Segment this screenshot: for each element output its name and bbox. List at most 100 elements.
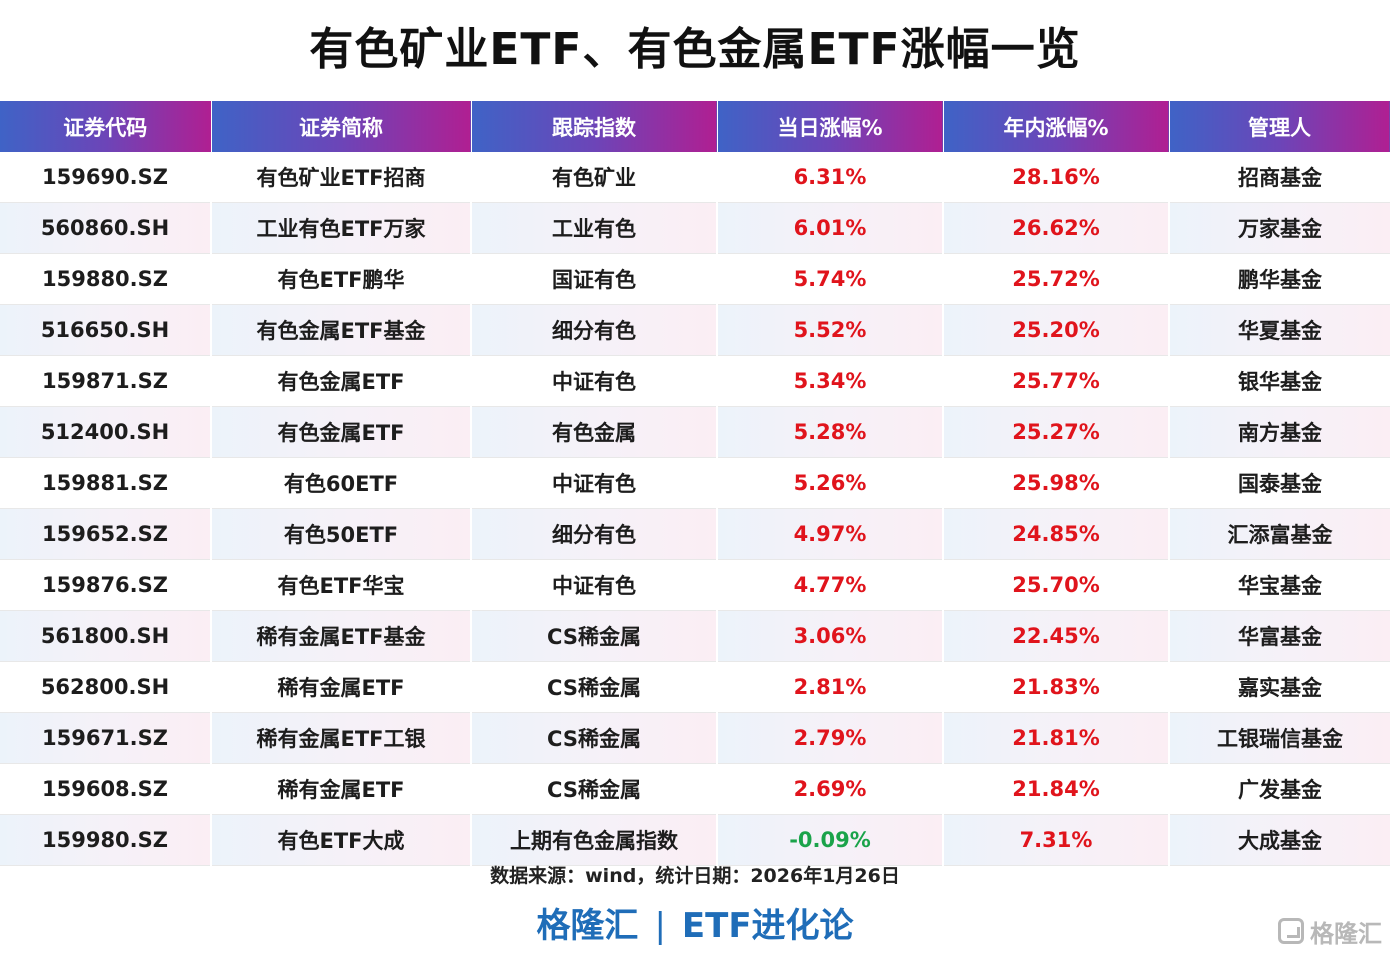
cell-day-change: 6.31% <box>716 152 943 203</box>
table-row: 560860.SH 工业有色ETF万家 工业有色 6.01% 26.62% 万家基金 <box>0 202 1390 254</box>
table-row: 516650.SH 有色金属ETF基金 细分有色 5.52% 25.20% 华夏基金 <box>0 304 1390 356</box>
table-row: 561800.SH 稀有金属ETF基金 CS稀金属 3.06% 22.45% 华富基金 <box>0 610 1390 662</box>
cell-ytd-change: 25.20% <box>942 304 1169 356</box>
cell-ytd-change: 21.81% <box>942 712 1169 764</box>
cell-manager: 华宝基金 <box>1168 559 1390 611</box>
cell-name: 有色ETF华宝 <box>210 559 471 611</box>
cell-code: 159880.SZ <box>0 253 211 305</box>
cell-manager: 万家基金 <box>1168 202 1390 254</box>
cell-code: 159690.SZ <box>0 152 211 203</box>
table-row: 562800.SH 稀有金属ETF CS稀金属 2.81% 21.83% 嘉实基金 <box>0 661 1390 713</box>
cell-code: 159652.SZ <box>0 508 211 560</box>
cell-code: 560860.SH <box>0 202 211 254</box>
cell-index: 细分有色 <box>470 304 717 356</box>
column-header-ytd-change[interactable]: 年内涨幅% <box>943 101 1170 152</box>
column-header-code[interactable]: 证券代码 <box>0 101 212 152</box>
cell-code: 159871.SZ <box>0 355 211 407</box>
cell-manager: 招商基金 <box>1168 152 1390 203</box>
cell-name: 有色ETF大成 <box>210 814 471 866</box>
watermark-text: 格隆汇 <box>1310 919 1382 948</box>
cell-ytd-change: 25.98% <box>942 457 1169 509</box>
cell-day-change: 2.69% <box>716 763 943 815</box>
cell-day-change: 4.77% <box>716 559 943 611</box>
cell-index: 中证有色 <box>470 355 717 407</box>
cell-manager: 鹏华基金 <box>1168 253 1390 305</box>
cell-manager: 华夏基金 <box>1168 304 1390 356</box>
cell-index: CS稀金属 <box>470 610 717 662</box>
cell-code: 159671.SZ <box>0 712 211 764</box>
cell-name: 稀有金属ETF <box>210 763 471 815</box>
cell-ytd-change: 7.31% <box>942 814 1169 866</box>
cell-ytd-change: 26.62% <box>942 202 1169 254</box>
cell-manager: 汇添富基金 <box>1168 508 1390 560</box>
table-row: 159980.SZ 有色ETF大成 上期有色金属指数 -0.09% 7.31% 大成基金 <box>0 814 1390 866</box>
cell-manager: 华富基金 <box>1168 610 1390 662</box>
cell-name: 工业有色ETF万家 <box>210 202 471 254</box>
cell-ytd-change: 25.27% <box>942 406 1169 458</box>
cell-day-change: 4.97% <box>716 508 943 560</box>
cell-index: CS稀金属 <box>470 661 717 713</box>
table-row: 159652.SZ 有色50ETF 细分有色 4.97% 24.85% 汇添富基金 <box>0 508 1390 560</box>
cell-manager: 南方基金 <box>1168 406 1390 458</box>
watermark: 格隆汇 <box>1278 914 1382 948</box>
cell-ytd-change: 25.77% <box>942 355 1169 407</box>
cell-index: 中证有色 <box>470 457 717 509</box>
cell-name: 稀有金属ETF基金 <box>210 610 471 662</box>
cell-name: 有色金属ETF <box>210 406 471 458</box>
cell-name: 稀有金属ETF <box>210 661 471 713</box>
cell-ytd-change: 28.16% <box>942 152 1169 203</box>
table-row: 159608.SZ 稀有金属ETF CS稀金属 2.69% 21.84% 广发基金 <box>0 763 1390 815</box>
cell-ytd-change: 21.84% <box>942 763 1169 815</box>
cell-name: 稀有金属ETF工银 <box>210 712 471 764</box>
column-header-manager[interactable]: 管理人 <box>1169 101 1390 152</box>
cell-index: 有色金属 <box>470 406 717 458</box>
data-source-note: 数据来源：wind，统计日期：2026年1月26日 <box>490 865 900 887</box>
brand-footer: 格隆汇 | ETF进化论 <box>0 900 1390 952</box>
cell-code: 562800.SH <box>0 661 211 713</box>
cell-ytd-change: 21.83% <box>942 661 1169 713</box>
cell-day-change: -0.09% <box>716 814 943 866</box>
cell-manager: 广发基金 <box>1168 763 1390 815</box>
cell-code: 159608.SZ <box>0 763 211 815</box>
cell-code: 516650.SH <box>0 304 211 356</box>
cell-ytd-change: 25.72% <box>942 253 1169 305</box>
etf-table: 证券代码 证券简称 跟踪指数 当日涨幅% 年内涨幅% 管理人 159690.SZ… <box>0 101 1390 866</box>
cell-name: 有色金属ETF基金 <box>210 304 471 356</box>
cell-day-change: 2.79% <box>716 712 943 764</box>
cell-name: 有色50ETF <box>210 508 471 560</box>
cell-day-change: 5.74% <box>716 253 943 305</box>
cell-day-change: 6.01% <box>716 202 943 254</box>
cell-manager: 银华基金 <box>1168 355 1390 407</box>
cell-manager: 工银瑞信基金 <box>1168 712 1390 764</box>
cell-day-change: 3.06% <box>716 610 943 662</box>
cell-manager: 国泰基金 <box>1168 457 1390 509</box>
gelonghui-logo-icon <box>1278 918 1304 944</box>
cell-index: 工业有色 <box>470 202 717 254</box>
table-row: 159871.SZ 有色金属ETF 中证有色 5.34% 25.77% 银华基金 <box>0 355 1390 407</box>
column-header-index[interactable]: 跟踪指数 <box>471 101 718 152</box>
cell-index: CS稀金属 <box>470 763 717 815</box>
cell-index: 上期有色金属指数 <box>470 814 717 866</box>
cell-ytd-change: 22.45% <box>942 610 1169 662</box>
cell-name: 有色60ETF <box>210 457 471 509</box>
cell-ytd-change: 25.70% <box>942 559 1169 611</box>
column-header-name[interactable]: 证券简称 <box>211 101 472 152</box>
column-header-day-change[interactable]: 当日涨幅% <box>717 101 944 152</box>
cell-index: 国证有色 <box>470 253 717 305</box>
cell-day-change: 2.81% <box>716 661 943 713</box>
cell-index: 细分有色 <box>470 508 717 560</box>
cell-code: 159881.SZ <box>0 457 211 509</box>
cell-manager: 嘉实基金 <box>1168 661 1390 713</box>
cell-code: 561800.SH <box>0 610 211 662</box>
table-row: 512400.SH 有色金属ETF 有色金属 5.28% 25.27% 南方基金 <box>0 406 1390 458</box>
cell-index: 有色矿业 <box>470 152 717 203</box>
brand-column-name: ETF进化论 <box>681 906 854 946</box>
page-title: 有色矿业ETF、有色金属ETF涨幅一览 <box>309 24 1081 75</box>
cell-name: 有色矿业ETF招商 <box>210 152 471 203</box>
table-row: 159880.SZ 有色ETF鹏华 国证有色 5.74% 25.72% 鹏华基金 <box>0 253 1390 305</box>
cell-day-change: 5.26% <box>716 457 943 509</box>
brand-separator: | <box>654 906 666 946</box>
table-header-row: 证券代码 证券简称 跟踪指数 当日涨幅% 年内涨幅% 管理人 <box>0 101 1390 152</box>
cell-ytd-change: 24.85% <box>942 508 1169 560</box>
cell-name: 有色金属ETF <box>210 355 471 407</box>
